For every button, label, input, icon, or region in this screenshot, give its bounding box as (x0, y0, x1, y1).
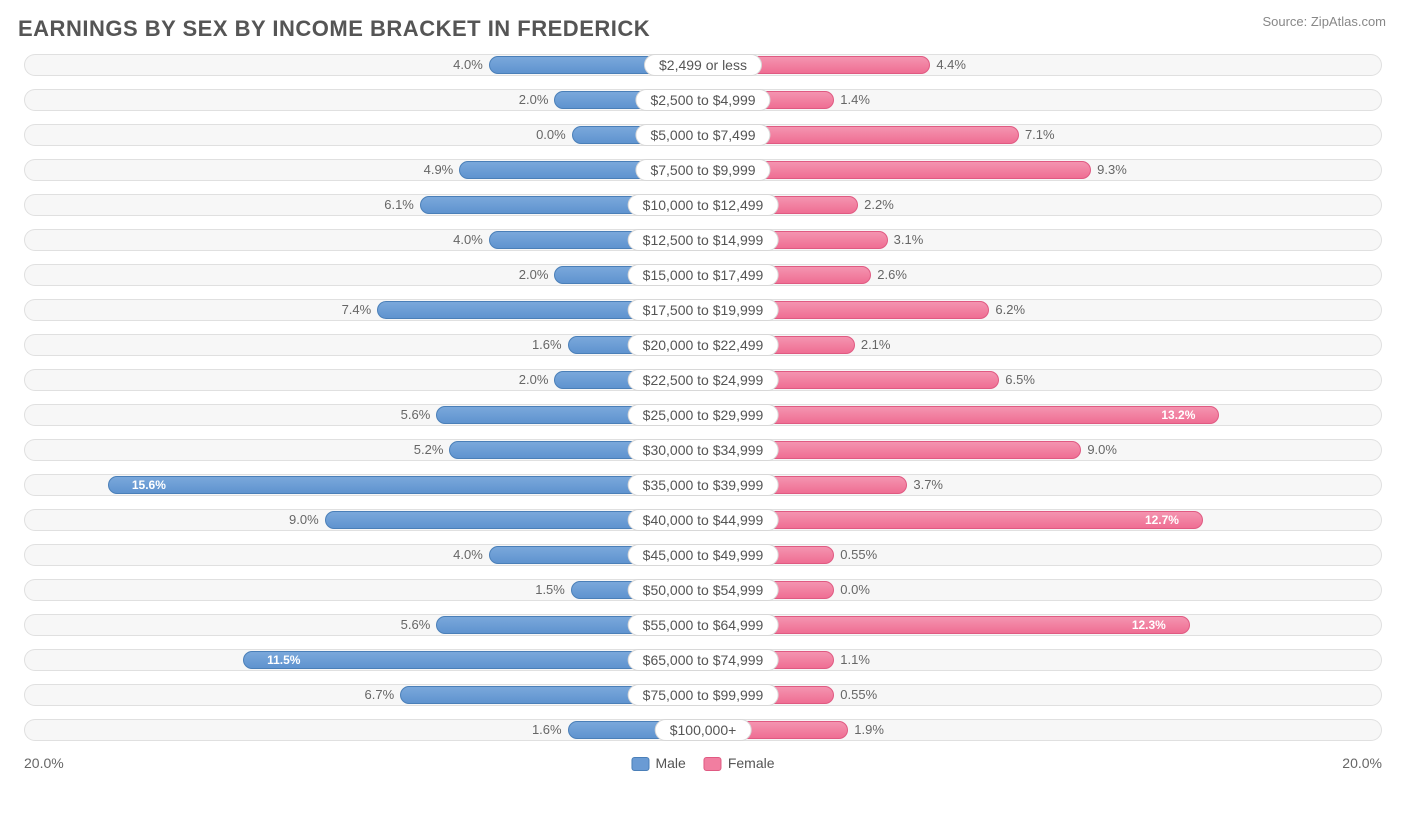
source-attribution: Source: ZipAtlas.com (1262, 14, 1386, 29)
legend-female-label: Female (728, 755, 775, 771)
axis-right-max: 20.0% (1342, 755, 1382, 771)
female-value: 3.1% (894, 231, 924, 249)
category-label: $100,000+ (655, 719, 752, 741)
bar-male (108, 476, 703, 494)
female-value: 12.3% (1132, 616, 1166, 634)
male-value: 2.0% (519, 371, 549, 389)
category-label: $5,000 to $7,499 (635, 124, 770, 146)
category-label: $2,500 to $4,999 (635, 89, 770, 111)
chart-row: 5.2% 9.0% $30,000 to $34,999 (12, 435, 1394, 465)
category-label: $25,000 to $29,999 (628, 404, 779, 426)
male-value: 2.0% (519, 266, 549, 284)
female-value: 1.9% (854, 721, 884, 739)
chart-row: 4.0% 3.1% $12,500 to $14,999 (12, 225, 1394, 255)
chart-row: 5.6% 12.3% $55,000 to $64,999 (12, 610, 1394, 640)
legend-swatch-male (631, 757, 649, 771)
chart-title: EARNINGS BY SEX BY INCOME BRACKET IN FRE… (18, 16, 1394, 42)
male-value: 0.0% (536, 126, 566, 144)
chart-row: 1.6% 2.1% $20,000 to $22,499 (12, 330, 1394, 360)
female-value: 6.5% (1005, 371, 1035, 389)
male-value: 1.6% (532, 336, 562, 354)
chart-row: 6.1% 2.2% $10,000 to $12,499 (12, 190, 1394, 220)
category-label: $17,500 to $19,999 (628, 299, 779, 321)
category-label: $55,000 to $64,999 (628, 614, 779, 636)
chart-row: 1.6% 1.9% $100,000+ (12, 715, 1394, 745)
category-label: $65,000 to $74,999 (628, 649, 779, 671)
legend-swatch-female (704, 757, 722, 771)
legend-male-label: Male (655, 755, 685, 771)
female-value: 9.3% (1097, 161, 1127, 179)
male-value: 4.9% (424, 161, 454, 179)
axis-left-max: 20.0% (24, 755, 64, 771)
chart-row: 2.0% 6.5% $22,500 to $24,999 (12, 365, 1394, 395)
female-value: 2.6% (877, 266, 907, 284)
female-value: 12.7% (1145, 511, 1179, 529)
chart-row: 0.0% 7.1% $5,000 to $7,499 (12, 120, 1394, 150)
female-value: 2.2% (864, 196, 894, 214)
legend: Male Female (631, 755, 774, 771)
legend-male: Male (631, 755, 685, 771)
category-label: $12,500 to $14,999 (628, 229, 779, 251)
male-value: 7.4% (342, 301, 372, 319)
category-label: $15,000 to $17,499 (628, 264, 779, 286)
male-value: 4.0% (453, 56, 483, 74)
chart-row: 7.4% 6.2% $17,500 to $19,999 (12, 295, 1394, 325)
chart-row: 4.0% 0.55% $45,000 to $49,999 (12, 540, 1394, 570)
male-value: 1.6% (532, 721, 562, 739)
category-label: $45,000 to $49,999 (628, 544, 779, 566)
category-label: $20,000 to $22,499 (628, 334, 779, 356)
chart-row: 2.0% 2.6% $15,000 to $17,499 (12, 260, 1394, 290)
male-value: 5.6% (401, 616, 431, 634)
female-value: 3.7% (913, 476, 943, 494)
male-value: 5.6% (401, 406, 431, 424)
chart-row: 6.7% 0.55% $75,000 to $99,999 (12, 680, 1394, 710)
female-value: 6.2% (995, 301, 1025, 319)
male-value: 4.0% (453, 546, 483, 564)
female-value: 1.1% (840, 651, 870, 669)
male-value: 15.6% (132, 476, 166, 494)
male-value: 11.5% (267, 651, 300, 669)
female-value: 2.1% (861, 336, 891, 354)
category-label: $7,500 to $9,999 (635, 159, 770, 181)
female-value: 4.4% (936, 56, 966, 74)
category-label: $35,000 to $39,999 (628, 474, 779, 496)
category-label: $75,000 to $99,999 (628, 684, 779, 706)
female-value: 7.1% (1025, 126, 1055, 144)
legend-female: Female (704, 755, 775, 771)
chart-row: 4.9% 9.3% $7,500 to $9,999 (12, 155, 1394, 185)
chart-row: 1.5% 0.0% $50,000 to $54,999 (12, 575, 1394, 605)
category-label: $10,000 to $12,499 (628, 194, 779, 216)
female-value: 13.2% (1161, 406, 1195, 424)
category-label: $2,499 or less (644, 54, 762, 76)
male-value: 6.7% (365, 686, 395, 704)
male-value: 2.0% (519, 91, 549, 109)
female-value: 0.55% (840, 546, 877, 564)
category-label: $50,000 to $54,999 (628, 579, 779, 601)
male-value: 6.1% (384, 196, 414, 214)
chart-row: 9.0% 12.7% $40,000 to $44,999 (12, 505, 1394, 535)
female-value: 9.0% (1087, 441, 1117, 459)
category-label: $22,500 to $24,999 (628, 369, 779, 391)
female-value: 0.0% (840, 581, 870, 599)
chart-row: 2.0% 1.4% $2,500 to $4,999 (12, 85, 1394, 115)
diverging-bar-chart: 4.0% 4.4% $2,499 or less 2.0% 1.4% $2,500 to … (12, 50, 1394, 745)
chart-row: 11.5% 1.1% $65,000 to $74,999 (12, 645, 1394, 675)
chart-row: 4.0% 4.4% $2,499 or less (12, 50, 1394, 80)
male-value: 5.2% (414, 441, 444, 459)
male-value: 1.5% (535, 581, 565, 599)
male-value: 4.0% (453, 231, 483, 249)
female-value: 0.55% (840, 686, 877, 704)
chart-row: 5.6% 13.2% $25,000 to $29,999 (12, 400, 1394, 430)
bar-female (703, 406, 1219, 424)
category-label: $40,000 to $44,999 (628, 509, 779, 531)
category-label: $30,000 to $34,999 (628, 439, 779, 461)
chart-row: 15.6% 3.7% $35,000 to $39,999 (12, 470, 1394, 500)
male-value: 9.0% (289, 511, 319, 529)
female-value: 1.4% (840, 91, 870, 109)
chart-footer: 20.0% Male Female 20.0% (12, 751, 1394, 775)
